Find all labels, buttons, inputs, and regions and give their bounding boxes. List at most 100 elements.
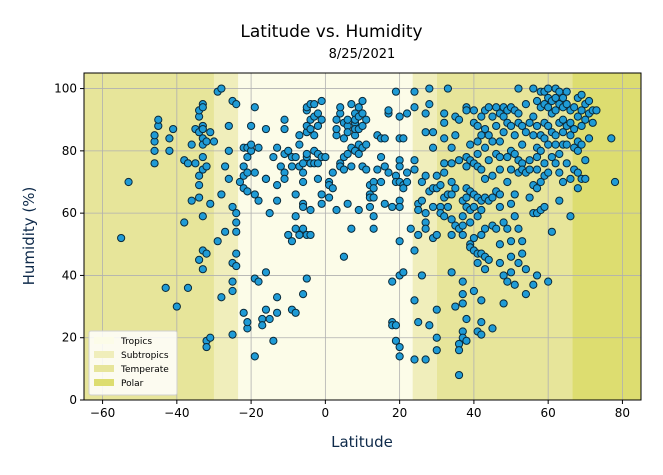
data-point bbox=[544, 121, 553, 131]
data-point bbox=[388, 202, 397, 212]
data-point bbox=[544, 168, 553, 177]
data-point bbox=[291, 212, 300, 221]
data-point bbox=[510, 280, 519, 289]
data-point bbox=[451, 131, 460, 140]
data-point bbox=[521, 290, 530, 299]
data-point bbox=[354, 205, 363, 215]
data-point bbox=[469, 202, 478, 212]
data-point bbox=[480, 174, 490, 183]
data-point bbox=[195, 181, 204, 190]
data-point bbox=[187, 140, 196, 149]
data-point bbox=[191, 159, 200, 168]
data-point bbox=[402, 109, 412, 118]
data-point bbox=[202, 162, 211, 171]
data-point bbox=[239, 308, 248, 317]
data-point bbox=[391, 336, 401, 345]
data-point bbox=[198, 265, 207, 274]
data-point bbox=[477, 296, 486, 305]
data-point bbox=[410, 103, 419, 112]
data-point bbox=[499, 112, 508, 121]
data-point bbox=[343, 128, 352, 137]
x-tick-label: 0 bbox=[322, 406, 330, 420]
data-point bbox=[458, 212, 467, 221]
data-point bbox=[250, 190, 259, 199]
zone-subtropics-band bbox=[213, 73, 239, 400]
data-point bbox=[272, 196, 282, 205]
data-point bbox=[447, 268, 456, 277]
data-point bbox=[477, 112, 486, 121]
data-point bbox=[202, 342, 211, 352]
data-point bbox=[228, 202, 237, 212]
data-point bbox=[566, 118, 575, 127]
data-point bbox=[169, 124, 178, 134]
data-point bbox=[343, 149, 352, 159]
data-point bbox=[317, 190, 326, 199]
data-point bbox=[250, 168, 259, 177]
data-point bbox=[506, 252, 516, 261]
data-point bbox=[454, 346, 464, 355]
data-point bbox=[488, 112, 497, 121]
data-point bbox=[399, 184, 408, 193]
data-point bbox=[284, 146, 293, 155]
data-point bbox=[339, 134, 349, 143]
data-point bbox=[291, 190, 300, 199]
data-point bbox=[310, 131, 319, 140]
data-point bbox=[369, 224, 378, 233]
data-point bbox=[447, 190, 456, 199]
chart-subtitle: 8/25/2021 bbox=[329, 47, 396, 62]
data-point bbox=[532, 121, 542, 131]
data-point bbox=[532, 165, 542, 174]
data-point bbox=[495, 258, 504, 268]
data-point bbox=[544, 140, 553, 149]
data-point bbox=[547, 227, 556, 236]
data-point bbox=[443, 202, 453, 212]
plot-frame bbox=[83, 72, 642, 401]
data-point bbox=[484, 131, 493, 140]
legend-swatch bbox=[94, 365, 114, 372]
data-point bbox=[272, 293, 282, 302]
data-point bbox=[506, 268, 516, 277]
data-point bbox=[269, 152, 278, 162]
data-point bbox=[391, 321, 401, 330]
data-point bbox=[332, 124, 341, 134]
data-point bbox=[224, 146, 233, 155]
data-point bbox=[447, 159, 456, 168]
data-point bbox=[317, 96, 326, 106]
data-point bbox=[566, 131, 575, 140]
data-point bbox=[440, 109, 449, 118]
data-point bbox=[280, 174, 289, 183]
data-point bbox=[440, 118, 449, 127]
chart-title: Latitude vs. Humidity bbox=[240, 22, 422, 42]
data-point bbox=[518, 121, 527, 131]
data-point bbox=[577, 140, 586, 149]
data-point bbox=[484, 255, 493, 264]
data-point bbox=[558, 177, 568, 187]
data-point bbox=[295, 131, 304, 140]
data-point bbox=[180, 218, 189, 227]
data-point bbox=[261, 268, 271, 277]
data-point bbox=[492, 224, 501, 233]
data-point bbox=[506, 199, 516, 208]
data-point bbox=[499, 128, 508, 137]
data-point bbox=[547, 152, 556, 162]
data-point bbox=[532, 152, 542, 162]
data-point bbox=[454, 370, 464, 380]
data-point bbox=[287, 162, 297, 171]
y-axis-label: Humidity (%) bbox=[20, 187, 38, 286]
data-point bbox=[588, 118, 597, 127]
data-point bbox=[447, 215, 456, 224]
data-point bbox=[555, 149, 564, 159]
data-point bbox=[150, 146, 159, 155]
data-point bbox=[428, 143, 438, 152]
data-point bbox=[447, 143, 456, 152]
data-point bbox=[558, 128, 568, 137]
data-point bbox=[573, 168, 582, 177]
data-point bbox=[477, 205, 486, 215]
data-point bbox=[254, 143, 263, 152]
data-point bbox=[488, 171, 497, 180]
data-point bbox=[306, 230, 315, 240]
data-point bbox=[432, 333, 441, 342]
data-point bbox=[514, 224, 523, 233]
data-point bbox=[458, 290, 467, 299]
data-point bbox=[447, 230, 456, 240]
